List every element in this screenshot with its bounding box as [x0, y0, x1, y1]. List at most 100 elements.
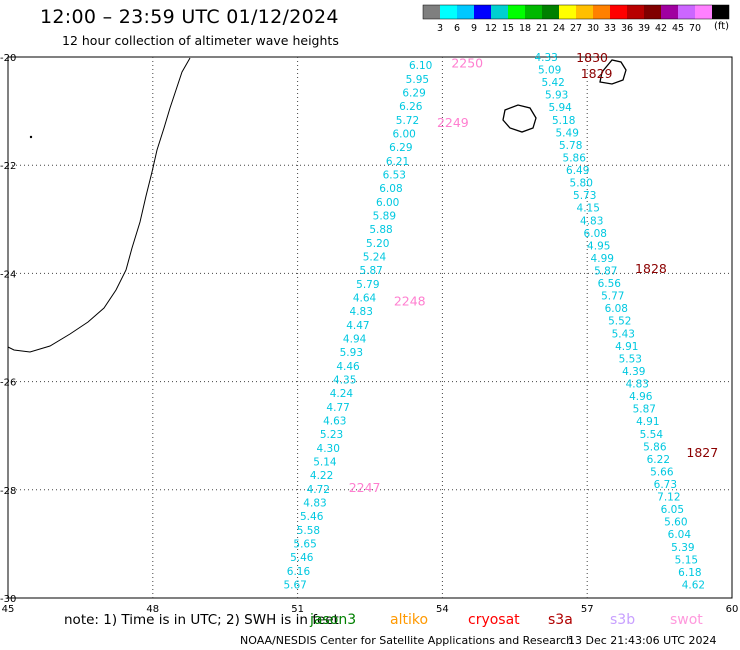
- wave-height-value: 5.93: [340, 347, 363, 359]
- color-scale-label: 70: [689, 23, 701, 34]
- wave-height-value: 4.83: [580, 215, 603, 227]
- wave-height-value: 6.16: [287, 566, 311, 578]
- satellite-legend-cryosat: cryosat: [468, 612, 520, 628]
- wave-height-value: 6.73: [654, 479, 677, 491]
- wave-height-value: 5.54: [640, 429, 664, 441]
- pass-time-label: 1830: [576, 50, 608, 65]
- color-scale-label: 18: [519, 23, 531, 34]
- wave-height-value: 5.60: [664, 517, 687, 529]
- wave-height-value: 7.12: [657, 492, 680, 504]
- wave-height-value: 6.29: [389, 142, 412, 154]
- wave-height-value: 4.72: [307, 484, 330, 496]
- wave-height-value: 4.35: [333, 374, 356, 386]
- color-scale-label: 39: [638, 23, 650, 34]
- wave-height-value: 4.83: [626, 379, 649, 391]
- satellite-legend-swot: swot: [670, 612, 703, 628]
- wave-height-value: 5.93: [545, 90, 568, 102]
- color-scale-swatch: [678, 5, 695, 19]
- color-scale-swatch: [695, 5, 712, 19]
- wave-height-value: 5.42: [541, 77, 564, 89]
- wave-height-map: 45 48 51 54 57 60-20-22-24-26-28-303 6 9 12 15 18 2…: [0, 0, 740, 650]
- wave-height-value: 4.24: [330, 388, 354, 400]
- page-subtitle: 12 hour collection of altimeter wave hei…: [62, 33, 339, 48]
- wave-height-value: 6.49: [566, 165, 589, 177]
- wave-height-value: 5.39: [671, 542, 694, 554]
- wave-height-value: 5.94: [548, 102, 572, 114]
- wave-height-value: 6.29: [402, 87, 425, 99]
- wave-height-value: 5.66: [650, 466, 674, 478]
- wave-height-value: 6.26: [399, 101, 423, 113]
- wave-height-value: 4.15: [577, 203, 600, 215]
- wave-height-value: 4.63: [323, 415, 346, 427]
- wave-height-value: 5.78: [559, 140, 582, 152]
- color-scale-swatch: [712, 5, 729, 19]
- page-title: 12:00 – 23:59 UTC 01/12/2024: [40, 6, 339, 28]
- color-scale-label: 33: [604, 23, 616, 34]
- wave-height-value: 5.09: [538, 65, 561, 77]
- wave-height-value: 6.00: [392, 128, 415, 140]
- wave-height-value: 4.46: [336, 361, 360, 373]
- wave-height-value: 5.15: [675, 554, 698, 566]
- satellite-legend-s3a: s3a: [548, 612, 573, 628]
- wave-height-value: 5.80: [570, 178, 593, 190]
- color-scale-swatch: [525, 5, 542, 19]
- color-scale-label: 27: [570, 23, 582, 34]
- wave-height-value: 5.72: [396, 115, 419, 127]
- color-scale-label: 9: [471, 23, 477, 34]
- island-reunion: [503, 105, 536, 132]
- wave-height-value: 5.58: [297, 525, 320, 537]
- wave-height-value: 5.88: [369, 224, 392, 236]
- x-tick-label: 54: [436, 604, 449, 615]
- wave-height-value: 4.91: [636, 416, 659, 428]
- pass-time-label: 1827: [686, 445, 718, 460]
- y-tick-label: -22: [0, 161, 16, 172]
- pass-time-label: 2249: [437, 115, 469, 130]
- wave-height-value: 5.87: [594, 266, 617, 278]
- wave-height-value: 5.46: [300, 511, 324, 523]
- color-scale-unit: (ft): [714, 21, 729, 32]
- wave-height-value: 4.83: [303, 497, 326, 509]
- wave-height-value: 6.05: [661, 504, 684, 516]
- wave-height-value: 5.49: [556, 127, 579, 139]
- wave-height-value: 6.08: [379, 183, 402, 195]
- wave-height-value: 4.91: [615, 341, 638, 353]
- wave-height-value: 4.77: [326, 402, 349, 414]
- wave-height-value: 5.53: [619, 353, 642, 365]
- color-scale-swatch: [423, 5, 440, 19]
- wave-height-value: 5.86: [643, 441, 667, 453]
- wave-height-value: 5.20: [366, 238, 389, 250]
- color-scale-label: 30: [587, 23, 599, 34]
- wave-height-value: 5.73: [573, 190, 596, 202]
- color-scale-label: 3: [437, 23, 443, 34]
- wave-height-value: 5.87: [359, 265, 382, 277]
- y-tick-label: -26: [0, 378, 16, 389]
- wave-height-value: 5.65: [293, 538, 316, 550]
- wave-height-value: 6.21: [386, 156, 409, 168]
- x-tick-label: 57: [581, 604, 594, 615]
- color-scale-label: 36: [621, 23, 633, 34]
- wave-height-value: 5.79: [356, 279, 379, 291]
- wave-height-value: 5.67: [283, 579, 306, 591]
- wave-height-value: 6.08: [605, 303, 628, 315]
- color-scale-swatch: [508, 5, 525, 19]
- wave-height-value: 6.18: [678, 567, 701, 579]
- color-scale-swatch: [576, 5, 593, 19]
- wave-height-value: 6.53: [383, 169, 406, 181]
- wave-height-value: 5.95: [406, 74, 429, 86]
- color-scale-swatch: [644, 5, 661, 19]
- color-scale-swatch: [559, 5, 576, 19]
- wave-height-value: 5.89: [373, 210, 396, 222]
- wave-height-value: 5.23: [320, 429, 343, 441]
- color-scale-swatch: [457, 5, 474, 19]
- color-scale-swatch: [542, 5, 559, 19]
- color-scale-swatch: [661, 5, 678, 19]
- satellite-legend-jason3: jason3: [310, 612, 356, 628]
- wave-height-value: 5.18: [552, 115, 575, 127]
- satellite-legend-altiko: altiko: [390, 612, 428, 628]
- islet: [30, 136, 32, 138]
- pass-time-label: 2248: [394, 293, 426, 308]
- color-scale-label: 21: [536, 23, 548, 34]
- wave-height-value: 6.56: [598, 278, 622, 290]
- wave-height-value: 5.86: [563, 152, 587, 164]
- generated-timestamp: 13 Dec 21:43:06 UTC 2024: [568, 634, 716, 647]
